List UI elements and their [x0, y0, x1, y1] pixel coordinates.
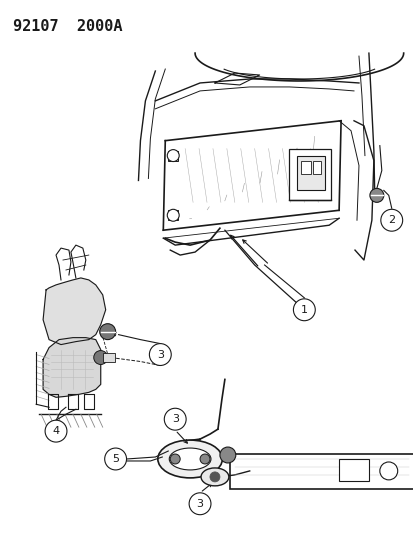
Circle shape — [167, 150, 179, 161]
Circle shape — [93, 351, 107, 365]
Text: 3: 3 — [171, 414, 178, 424]
Ellipse shape — [169, 448, 211, 470]
Bar — [168, 211, 178, 220]
Bar — [229, 454, 413, 489]
Text: 92107  2000A: 92107 2000A — [13, 19, 123, 34]
Circle shape — [369, 188, 383, 203]
Circle shape — [104, 448, 126, 470]
Bar — [313, 160, 320, 174]
Circle shape — [100, 324, 115, 340]
Text: 4: 4 — [52, 426, 59, 436]
Circle shape — [45, 420, 67, 442]
Text: 2: 2 — [387, 215, 394, 225]
Bar — [168, 151, 178, 160]
Polygon shape — [43, 278, 105, 345]
Bar — [301, 160, 311, 174]
Text: 3: 3 — [196, 499, 203, 509]
Bar — [338, 459, 368, 481]
Polygon shape — [43, 337, 100, 397]
Circle shape — [293, 299, 315, 321]
Circle shape — [199, 454, 209, 464]
Circle shape — [379, 462, 397, 480]
Text: 1: 1 — [300, 305, 307, 315]
Circle shape — [170, 454, 180, 464]
Bar — [297, 156, 325, 190]
Circle shape — [219, 447, 235, 463]
Text: 3: 3 — [157, 350, 164, 360]
Bar — [102, 352, 114, 362]
Circle shape — [164, 408, 186, 430]
Circle shape — [149, 344, 171, 366]
Circle shape — [167, 209, 179, 221]
Ellipse shape — [201, 468, 228, 486]
Ellipse shape — [157, 440, 222, 478]
Circle shape — [209, 472, 219, 482]
Circle shape — [380, 209, 402, 231]
Circle shape — [189, 493, 211, 515]
Bar — [289, 149, 330, 200]
Text: 5: 5 — [112, 454, 119, 464]
